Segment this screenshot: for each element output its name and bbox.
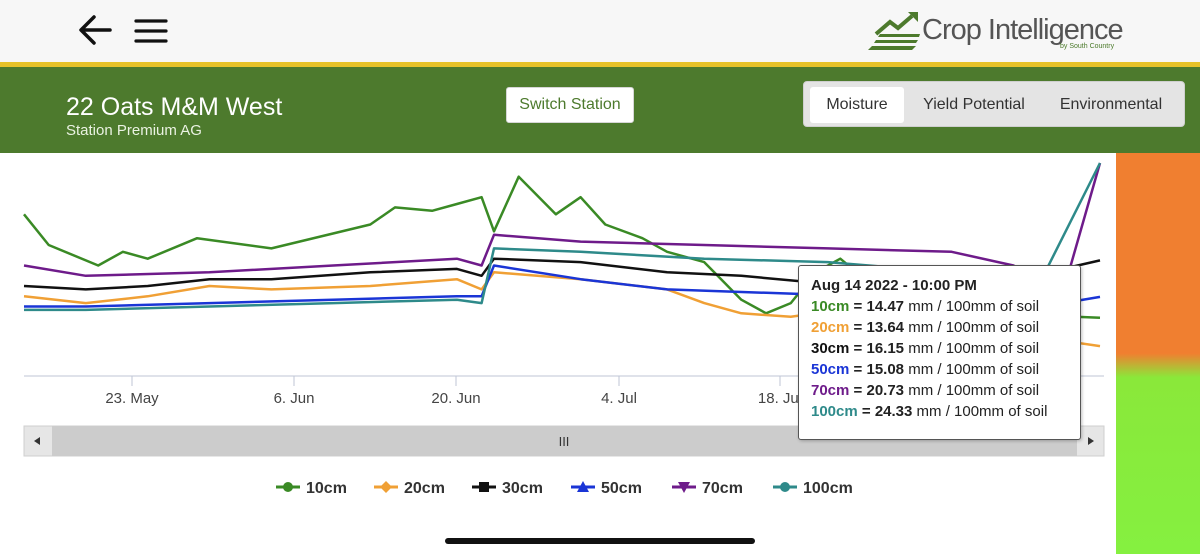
tab-environmental[interactable]: Environmental bbox=[1059, 96, 1163, 113]
tooltip-row-label: 50cm bbox=[811, 361, 850, 378]
growth-chart-logo-icon bbox=[868, 12, 920, 50]
home-indicator[interactable] bbox=[445, 538, 755, 544]
brand-tagline: by South Country bbox=[1060, 43, 1115, 50]
tooltip-row: 50cm = 15.08 mm / 100mm of soil bbox=[811, 361, 1080, 382]
tooltip-row-label: 20cm bbox=[811, 319, 850, 336]
tab-moisture[interactable]: Moisture bbox=[810, 87, 904, 123]
legend-label: 20cm bbox=[404, 480, 445, 497]
x-tick-label: 18. Jul bbox=[758, 390, 802, 407]
legend-label: 50cm bbox=[601, 480, 642, 497]
tooltip-row-value: 20.73 bbox=[866, 382, 905, 399]
x-tick-label: 23. May bbox=[105, 390, 159, 407]
legend-label: 70cm bbox=[702, 480, 743, 497]
tooltip-row-equals: = bbox=[849, 382, 867, 399]
tooltip-row-label: 100cm bbox=[811, 403, 858, 420]
accent-divider bbox=[0, 62, 1200, 67]
legend-item-10cm[interactable]: 10cm bbox=[276, 480, 347, 497]
hamburger-menu-icon bbox=[134, 19, 168, 43]
tooltip-row: 30cm = 16.15 mm / 100mm of soil bbox=[811, 340, 1080, 361]
scroll-right-icon[interactable] bbox=[1088, 437, 1094, 445]
station-subtitle: Station Premium AG bbox=[66, 122, 202, 139]
moisture-chart-svg: 23. May 6. Jun 20. Jun 4. Jul 18. Jul III 10… bbox=[23, 162, 1105, 497]
view-tabs: Moisture Yield Potential Environmental bbox=[803, 81, 1185, 127]
tooltip-row-value: 13.64 bbox=[866, 319, 905, 336]
tooltip-row: 10cm = 14.47 mm / 100mm of soil bbox=[811, 298, 1080, 319]
tooltip-row-equals: = bbox=[849, 298, 867, 315]
tooltip-row-unit: mm / 100mm of soil bbox=[904, 382, 1040, 399]
moisture-chart: 23. May 6. Jun 20. Jun 4. Jul 18. Jul III 10… bbox=[0, 153, 1116, 554]
tooltip-row-label: 30cm bbox=[811, 340, 850, 357]
x-tick-label: 4. Jul bbox=[601, 390, 637, 407]
x-tick-label: 6. Jun bbox=[274, 390, 315, 407]
tooltip-row-equals: = bbox=[857, 403, 875, 420]
tooltip-row-unit: mm / 100mm of soil bbox=[904, 319, 1040, 336]
legend-item-20cm[interactable]: 20cm bbox=[374, 480, 445, 497]
tooltip-row-value: 24.33 bbox=[874, 403, 913, 420]
tooltip-row-unit: mm / 100mm of soil bbox=[904, 340, 1040, 357]
brand-name: Crop Intelligence bbox=[922, 14, 1124, 46]
series-line-70cm[interactable] bbox=[23, 162, 1102, 295]
tooltip-row-equals: = bbox=[849, 319, 867, 336]
station-title: 22 Oats M&M West bbox=[66, 93, 283, 121]
menu-button[interactable] bbox=[134, 14, 168, 48]
scroll-left-icon[interactable] bbox=[34, 437, 40, 445]
tooltip-title: Aug 14 2022 - 10:00 PM bbox=[811, 277, 977, 294]
tooltip-row-unit: mm / 100mm of soil bbox=[904, 298, 1040, 315]
tooltip-row: 20cm = 13.64 mm / 100mm of soil bbox=[811, 319, 1080, 340]
arrow-left-icon bbox=[79, 15, 112, 45]
legend-item-70cm[interactable]: 70cm bbox=[672, 480, 743, 497]
legend-marker-diamond bbox=[380, 481, 392, 493]
legend-marker-circle bbox=[780, 482, 790, 492]
legend-item-100cm[interactable]: 100cm bbox=[773, 480, 853, 497]
legend-marker-triangle-down bbox=[678, 482, 690, 493]
data-tooltip: Aug 14 2022 - 10:00 PM 10cm = 14.47 mm /… bbox=[798, 265, 1081, 440]
station-header: 22 Oats M&M West Station Premium AG Swit… bbox=[0, 67, 1200, 153]
navigator-grip[interactable]: III bbox=[559, 434, 570, 449]
tooltip-row-label: 70cm bbox=[811, 382, 850, 399]
switch-station-button[interactable]: Switch Station bbox=[506, 87, 634, 123]
legend-label: 10cm bbox=[306, 480, 347, 497]
legend-label: 30cm bbox=[502, 480, 543, 497]
tooltip-row-equals: = bbox=[849, 361, 867, 378]
brand-logo: Crop Intelligence by South Country bbox=[868, 12, 1124, 56]
x-tick-label: 20. Jun bbox=[431, 390, 480, 407]
tab-yield-potential[interactable]: Yield Potential bbox=[923, 96, 1025, 113]
tooltip-row-unit: mm / 100mm of soil bbox=[912, 403, 1048, 420]
back-button[interactable] bbox=[76, 12, 116, 48]
legend-item-30cm[interactable]: 30cm bbox=[472, 480, 543, 497]
tooltip-row-unit: mm / 100mm of soil bbox=[904, 361, 1040, 378]
tooltip-row-value: 14.47 bbox=[866, 298, 905, 315]
tooltip-row-equals: = bbox=[849, 340, 867, 357]
moisture-status-strip bbox=[1116, 153, 1200, 554]
legend-item-50cm[interactable]: 50cm bbox=[571, 480, 642, 497]
legend-label: 100cm bbox=[803, 480, 853, 497]
legend-marker-circle bbox=[283, 482, 293, 492]
legend-marker-triangle bbox=[577, 481, 589, 492]
tooltip-row: 70cm = 20.73 mm / 100mm of soil bbox=[811, 382, 1080, 403]
legend-marker-square bbox=[479, 482, 489, 492]
tooltip-row-value: 15.08 bbox=[866, 361, 905, 378]
top-app-bar: Crop Intelligence by South Country bbox=[0, 0, 1200, 62]
tooltip-row-value: 16.15 bbox=[866, 340, 905, 357]
tooltip-row: 100cm = 24.33 mm / 100mm of soil bbox=[811, 403, 1080, 424]
tooltip-row-label: 10cm bbox=[811, 298, 850, 315]
